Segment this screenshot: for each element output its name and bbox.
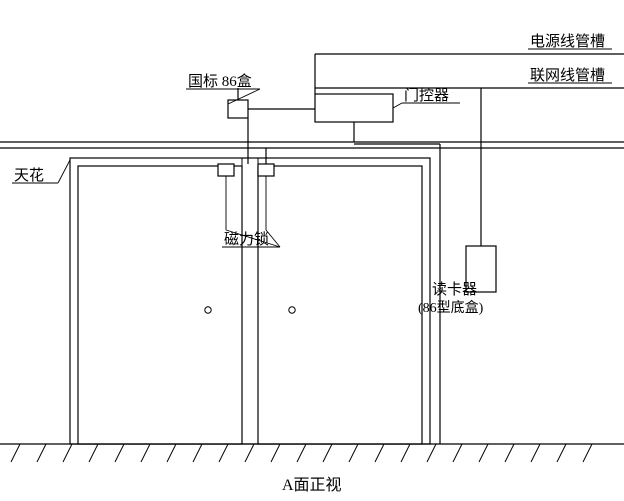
label-network-conduit: 联网线管槽 [530, 67, 605, 84]
label-box86: 国标 86盒 [188, 73, 252, 90]
label-reader-sub: (86型底盒) [418, 299, 484, 316]
label-power-conduit: 电源线管槽 [530, 33, 605, 50]
label-ceiling: 天花 [14, 167, 44, 184]
diagram-door-access-front: 电源线管槽联网线管槽 国标 86盒门控器天花读卡器(86型底盒) 磁力锁 A面正视 [0, 0, 624, 501]
caption: A面正视 [282, 476, 342, 494]
label-door-controller: 门控器 [404, 87, 449, 104]
label-maglock: 磁力锁 [224, 231, 269, 248]
label-reader: 读卡器 [432, 281, 477, 298]
